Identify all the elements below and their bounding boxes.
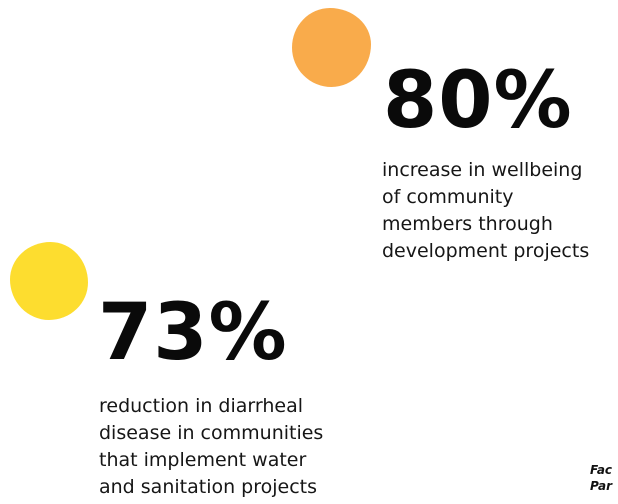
stat-value-wellbeing: 80% — [383, 56, 573, 146]
stat-description-line: and sanitation projects — [99, 476, 318, 498]
stat-description-wellbeing: increase in wellbeing of community membe… — [382, 157, 618, 265]
orange-dot-decoration — [292, 8, 371, 87]
stat-description-line: that implement water — [99, 449, 307, 471]
stat-description-line: reduction in diarrheal — [99, 395, 304, 417]
stat-description-line: increase in wellbeing — [382, 159, 583, 181]
yellow-dot-decoration — [10, 242, 88, 320]
stat-value-diarrheal: 73% — [98, 288, 288, 378]
stat-description-diarrheal: reduction in diarrheal disease in commun… — [99, 393, 369, 501]
stat-description-line: disease in communities — [99, 422, 324, 444]
stat-description-line: development projects — [382, 240, 590, 262]
stat-description-line: of community — [382, 186, 514, 208]
corner-note-line: Fac — [590, 463, 613, 477]
stat-description-line: members through — [382, 213, 553, 235]
corner-note-line: Par — [590, 479, 613, 493]
corner-note: Fac Par — [590, 462, 618, 494]
